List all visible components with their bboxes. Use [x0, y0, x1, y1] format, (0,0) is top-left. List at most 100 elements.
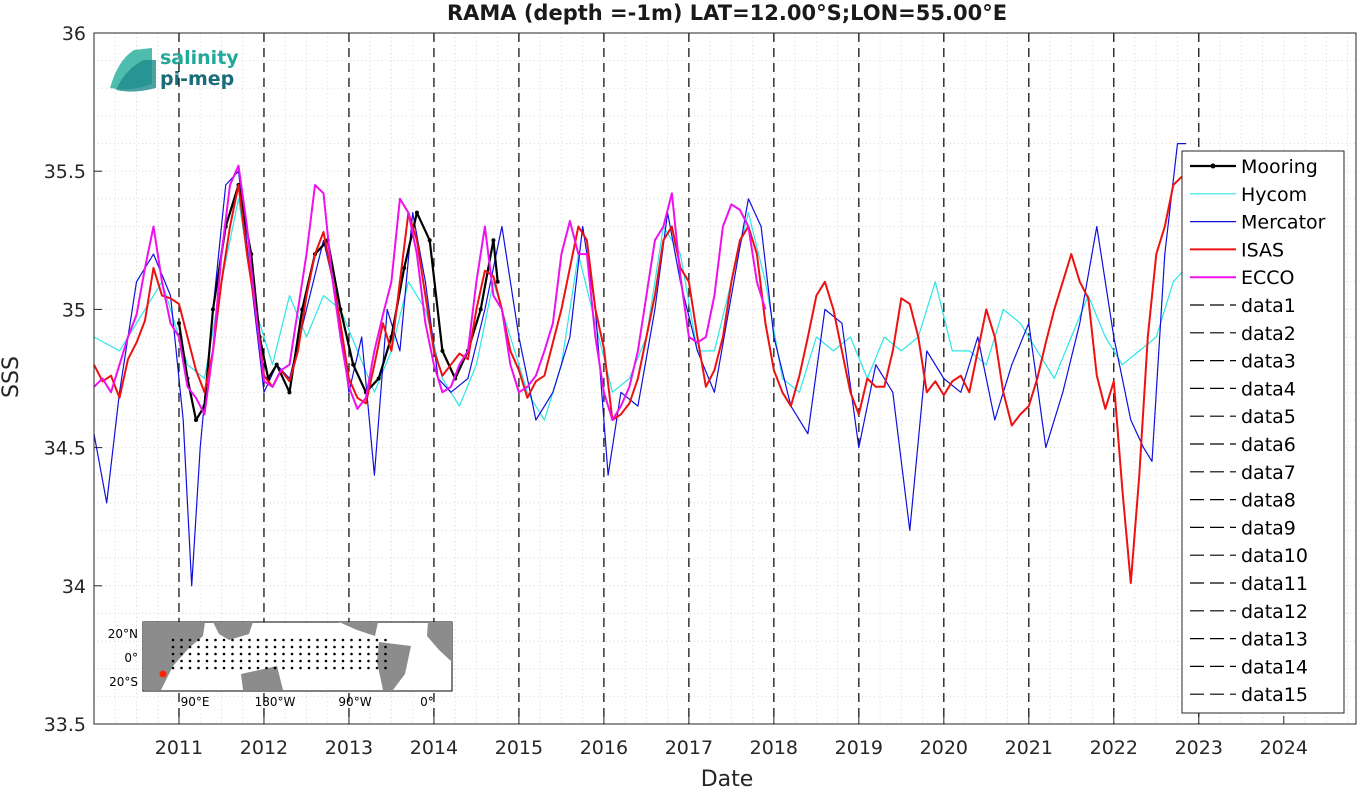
x-tick-label: 2021	[1005, 737, 1053, 759]
buoy-dot	[197, 659, 200, 663]
buoy-dot	[180, 659, 183, 663]
buoy-dot	[205, 652, 209, 656]
buoy-dot	[358, 659, 362, 663]
legend-item-data7: data7	[1241, 462, 1296, 484]
buoy-dot	[239, 666, 243, 670]
buoy-dot	[188, 659, 192, 663]
buoy-dot	[239, 659, 243, 663]
buoy-dot	[324, 659, 328, 663]
buoy-dot	[375, 652, 379, 656]
buoy-dot	[350, 645, 353, 649]
buoy-dot	[324, 652, 328, 656]
series-point-mooring	[414, 210, 419, 215]
inset-x-tick-label: 0°	[420, 695, 434, 709]
buoy-dot	[290, 659, 294, 663]
buoy-dot	[248, 645, 251, 649]
buoy-dot	[188, 645, 192, 649]
y-tick-label: 33.5	[44, 714, 86, 736]
buoy-dot	[205, 659, 209, 663]
legend-item-data15: data15	[1241, 684, 1308, 706]
buoy-dot	[282, 666, 285, 670]
buoy-dot	[367, 652, 370, 656]
x-tick-label: 2024	[1260, 737, 1308, 759]
buoy-dot	[341, 659, 345, 663]
buoy-dot	[239, 645, 243, 649]
buoy-dot	[239, 652, 243, 656]
legend-item-data6: data6	[1241, 434, 1296, 456]
series-point-mooring	[440, 348, 445, 353]
legend-item-isas: ISAS	[1241, 239, 1284, 261]
buoy-dot	[265, 659, 268, 663]
buoy-dot	[214, 645, 217, 649]
legend-item-data12: data12	[1241, 601, 1308, 623]
buoy-dot	[282, 652, 285, 656]
buoy-dot	[171, 645, 175, 649]
buoy-dot	[256, 652, 260, 656]
buoy-dot	[367, 666, 370, 670]
buoy-dot	[171, 652, 175, 656]
legend-item-data3: data3	[1241, 351, 1296, 373]
buoy-dot	[350, 638, 353, 642]
series-point-mooring	[376, 376, 381, 381]
buoy-dot	[307, 666, 311, 670]
buoy-dot	[231, 645, 234, 649]
inset-x-tick-label: 90°W	[338, 695, 371, 709]
y-tick-label: 34.5	[44, 438, 86, 460]
x-tick-label: 2011	[155, 737, 203, 759]
buoy-dot	[180, 645, 183, 649]
buoy-dot	[333, 652, 336, 656]
legend-item-data2: data2	[1241, 323, 1296, 345]
buoy-dot	[316, 652, 319, 656]
buoy-dot	[265, 666, 268, 670]
buoy-dot	[273, 645, 277, 649]
buoy-dot	[188, 666, 192, 670]
x-tick-label: 2019	[835, 737, 883, 759]
legend-item-data13: data13	[1241, 629, 1308, 651]
series-point-mooring	[176, 321, 181, 326]
x-tick-label: 2015	[495, 737, 543, 759]
buoy-dot	[384, 638, 387, 642]
buoy-dot	[205, 638, 209, 642]
buoy-dot	[231, 652, 234, 656]
y-tick-labels: 33.5 34 34.5 35 35.5 36	[44, 23, 102, 736]
series-point-mooring	[274, 362, 279, 367]
buoy-dot	[197, 666, 200, 670]
legend-item-hycom: Hycom	[1241, 184, 1307, 206]
buoy-dot	[299, 659, 302, 663]
legend-item-mercator: Mercator	[1241, 212, 1326, 234]
series-point-mooring	[287, 390, 292, 395]
buoy-dot	[231, 638, 234, 642]
buoy-dot	[367, 638, 370, 642]
buoy-dot	[350, 659, 353, 663]
series-point-mooring	[300, 307, 305, 312]
buoy-dot	[350, 652, 353, 656]
y-tick-label: 36	[62, 23, 86, 45]
buoy-dot	[282, 638, 285, 642]
x-tick-label: 2022	[1090, 737, 1138, 759]
buoy-dot	[358, 645, 362, 649]
buoy-dot	[324, 645, 328, 649]
buoy-dot	[214, 652, 217, 656]
buoy-dot	[384, 659, 387, 663]
buoy-dot	[307, 659, 311, 663]
buoy-dot	[290, 666, 294, 670]
x-tick-label: 2014	[410, 737, 458, 759]
series-line-hycom	[93, 198, 1187, 421]
buoy-dot	[273, 638, 277, 642]
series-group	[93, 143, 1187, 587]
buoy-dot	[341, 645, 345, 649]
logo-line1: salinity	[160, 47, 239, 69]
buoy-dot	[180, 666, 183, 670]
buoy-dot	[299, 638, 302, 642]
x-tick-labels: 2011 2012 2013 2014 2015 2016 2017 2018 2019 2020…	[155, 716, 1308, 759]
buoy-dot	[367, 645, 370, 649]
buoy-dot	[205, 666, 209, 670]
chart-title: RAMA (depth =-1m) LAT=12.00°S;LON=55.00°…	[447, 1, 1007, 25]
buoy-dot	[316, 666, 319, 670]
legend: Mooring Hycom Mercator ISAS ECCO data1 data2 da…	[1181, 150, 1345, 714]
land-west-africa	[427, 622, 452, 662]
buoy-dot	[205, 645, 209, 649]
legend-item-data14: data14	[1241, 656, 1308, 678]
buoy-dot	[375, 638, 379, 642]
